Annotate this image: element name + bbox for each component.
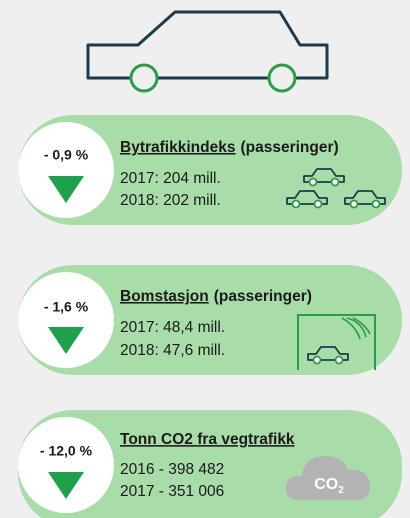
- percent: - 1,6 %: [44, 299, 89, 315]
- down-arrow: [48, 176, 84, 203]
- cloud-text: CO: [314, 476, 338, 493]
- toll-icon: [297, 314, 376, 370]
- line: 2017: 204 mill.: [120, 170, 221, 187]
- down-arrow: [48, 472, 84, 499]
- line: 2018: 47,6 mill.: [120, 342, 225, 359]
- down-arrow: [48, 327, 84, 354]
- panel: - 0,9 % Bytrafikkindeks (passeringer) 201…: [18, 115, 402, 225]
- title: Bytrafikkindeks (passeringer): [120, 139, 339, 156]
- cloud-sub: 2: [338, 485, 344, 496]
- panel-bg: [18, 115, 402, 225]
- line: 2017 - 351 006: [120, 483, 224, 500]
- line: 2018: 202 mill.: [120, 192, 221, 209]
- title-main: Bytrafikkindeks: [120, 139, 235, 156]
- title-sub: (passeringer): [214, 288, 312, 305]
- title: Tonn CO2 fra vegtrafikk: [120, 431, 295, 448]
- badge: [18, 417, 114, 513]
- panel: - 1,6 % Bomstasjon (passeringer) 2017: 48…: [18, 265, 402, 375]
- badge: [18, 272, 114, 368]
- cloud-label: CO2: [314, 476, 344, 495]
- panel-bg: [18, 265, 402, 375]
- title: Bomstasjon (passeringer): [120, 288, 312, 305]
- panel: - 12,0 % Tonn CO2 fra vegtrafikk 2016 - …: [18, 410, 402, 518]
- car-icon: [86, 10, 329, 93]
- percent: - 0,9 %: [44, 147, 89, 163]
- line: 2016 - 398 482: [120, 461, 224, 478]
- title-sub: (passeringer): [240, 139, 338, 156]
- co2-cloud: CO2: [285, 456, 371, 500]
- badge: [18, 122, 114, 218]
- title-main: Bomstasjon: [120, 288, 209, 305]
- line: 2017: 48,4 mill.: [120, 319, 225, 336]
- percent: - 12,0 %: [40, 443, 93, 459]
